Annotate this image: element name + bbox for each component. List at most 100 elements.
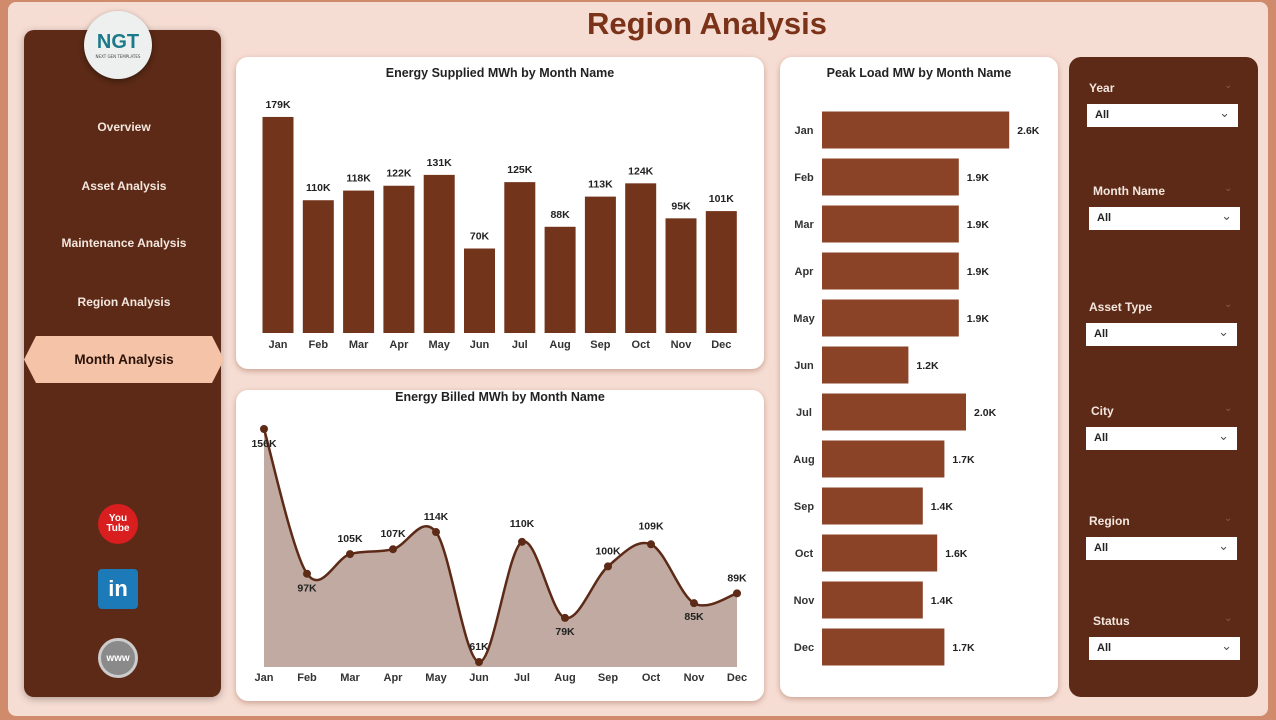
- data-label: 1.9K: [967, 219, 990, 231]
- x-tick-label: May: [425, 672, 447, 684]
- data-label: 107K: [380, 528, 406, 540]
- bar-aug: [822, 440, 945, 478]
- data-label: 118K: [346, 173, 371, 185]
- bar-may: [822, 299, 959, 337]
- data-point-dec: [733, 589, 741, 598]
- bar-jul: [822, 393, 966, 431]
- chevron-down-icon: ⌄: [1218, 538, 1229, 553]
- bar-jan: [262, 116, 294, 334]
- filter-collapse-chevron-icon[interactable]: ⌄: [1224, 299, 1233, 310]
- website-globe-icon[interactable]: www: [98, 638, 138, 678]
- x-tick-label: Aug: [554, 672, 575, 684]
- filter-label-city: City: [1091, 404, 1114, 418]
- x-tick-label: Mar: [349, 339, 369, 351]
- data-label: 79K: [555, 626, 575, 638]
- y-tick-label: Apr: [795, 266, 815, 278]
- data-label: 114K: [424, 511, 449, 523]
- data-label: 105K: [337, 533, 363, 545]
- x-tick-label: Jan: [269, 339, 288, 351]
- bar-apr: [822, 252, 959, 290]
- data-label: 1.7K: [952, 454, 975, 466]
- filter-dropdown-status[interactable]: All ⌄: [1089, 637, 1240, 660]
- filter-collapse-chevron-icon[interactable]: ⌄: [1224, 513, 1233, 524]
- filter-dropdown-city[interactable]: All ⌄: [1086, 427, 1237, 450]
- filter-collapse-chevron-icon[interactable]: ⌄: [1224, 183, 1233, 194]
- bar-jun: [464, 248, 495, 333]
- data-label: 97K: [297, 583, 317, 595]
- filter-value: All: [1095, 109, 1110, 121]
- filter-dropdown-year[interactable]: All ⌄: [1087, 104, 1238, 127]
- chart-title: Peak Load MW by Month Name: [826, 66, 1012, 80]
- linkedin-icon[interactable]: in: [98, 569, 138, 609]
- data-point-feb: [303, 569, 311, 578]
- chart-title: Energy Supplied MWh by Month Name: [385, 66, 615, 80]
- y-tick-label: Sep: [794, 501, 814, 513]
- x-tick-label: Jul: [514, 672, 530, 684]
- chart-title: Energy Billed MWh by Month Name: [395, 390, 605, 404]
- data-label: 2.6K: [1017, 125, 1040, 137]
- x-tick-label: Nov: [671, 339, 693, 351]
- data-label: 1.9K: [967, 172, 990, 184]
- data-label: 85K: [684, 611, 704, 623]
- data-label: 1.9K: [967, 266, 990, 278]
- bar-apr: [383, 185, 415, 333]
- bar-dec: [822, 628, 945, 666]
- y-tick-label: Feb: [794, 172, 814, 184]
- data-label: 70K: [470, 231, 490, 243]
- data-point-may: [432, 528, 440, 537]
- chevron-down-icon: ⌄: [1218, 324, 1229, 339]
- x-tick-label: Apr: [384, 672, 404, 684]
- data-label: 61K: [469, 641, 489, 653]
- bar-may: [423, 174, 455, 333]
- filter-collapse-chevron-icon[interactable]: ⌄: [1224, 403, 1233, 414]
- data-label: 95K: [671, 200, 691, 212]
- filter-dropdown-region[interactable]: All ⌄: [1086, 537, 1237, 560]
- bar-sep: [584, 196, 616, 333]
- filter-label-asset-type: Asset Type: [1089, 300, 1153, 314]
- filter-dropdown-month-name[interactable]: All ⌄: [1089, 207, 1240, 230]
- logo: NGT NEXT GEN TEMPLATES: [84, 11, 152, 79]
- bar-dec: [705, 211, 737, 333]
- x-tick-label: Sep: [598, 672, 618, 684]
- nav-region-analysis[interactable]: Region Analysis: [77, 295, 171, 309]
- nav-maintenance-analysis[interactable]: Maintenance Analysis: [61, 236, 187, 250]
- data-label: 89K: [727, 572, 747, 584]
- nav-month-analysis[interactable]: Month Analysis: [24, 336, 224, 383]
- filter-value: All: [1094, 432, 1109, 444]
- filter-collapse-chevron-icon[interactable]: ⌄: [1224, 613, 1233, 624]
- x-tick-label: Oct: [642, 672, 661, 684]
- x-tick-label: Jul: [512, 339, 528, 351]
- data-label: 1.7K: [952, 642, 975, 654]
- y-tick-label: May: [793, 313, 815, 325]
- bar-mar: [822, 205, 959, 243]
- bar-jan: [822, 111, 1010, 149]
- chevron-down-icon: ⌄: [1221, 638, 1232, 653]
- data-label: 2.0K: [974, 407, 997, 419]
- data-label: 1.6K: [945, 548, 968, 560]
- data-point-jan: [260, 425, 268, 433]
- bar-nov: [822, 581, 923, 619]
- x-tick-label: May: [428, 339, 450, 351]
- data-label: 109K: [638, 520, 664, 532]
- data-label: 110K: [510, 518, 535, 530]
- data-label: 1.9K: [967, 313, 990, 325]
- y-tick-label: Mar: [794, 219, 814, 231]
- x-tick-label: Sep: [590, 339, 610, 351]
- nav-overview[interactable]: Overview: [97, 120, 151, 134]
- y-tick-label: Jul: [796, 407, 812, 419]
- nav-asset-analysis[interactable]: Asset Analysis: [81, 179, 167, 193]
- bar-feb: [302, 200, 334, 333]
- chevron-down-icon: ⌄: [1221, 208, 1232, 223]
- bar-oct: [822, 534, 938, 572]
- data-point-nov: [690, 599, 698, 608]
- x-tick-label: Jan: [255, 672, 274, 684]
- energy-billed-chart: Energy Billed MWh by Month Name 156K Jan 9…: [236, 390, 764, 701]
- filter-dropdown-asset-type[interactable]: All ⌄: [1086, 323, 1237, 346]
- data-point-mar: [346, 550, 354, 559]
- data-point-apr: [389, 545, 397, 554]
- y-tick-label: Jun: [794, 360, 814, 372]
- logo-text: NGT: [96, 31, 140, 53]
- data-label: 100K: [595, 545, 621, 557]
- youtube-icon[interactable]: You Tube: [98, 504, 138, 544]
- filter-collapse-chevron-icon[interactable]: ⌄: [1224, 80, 1233, 91]
